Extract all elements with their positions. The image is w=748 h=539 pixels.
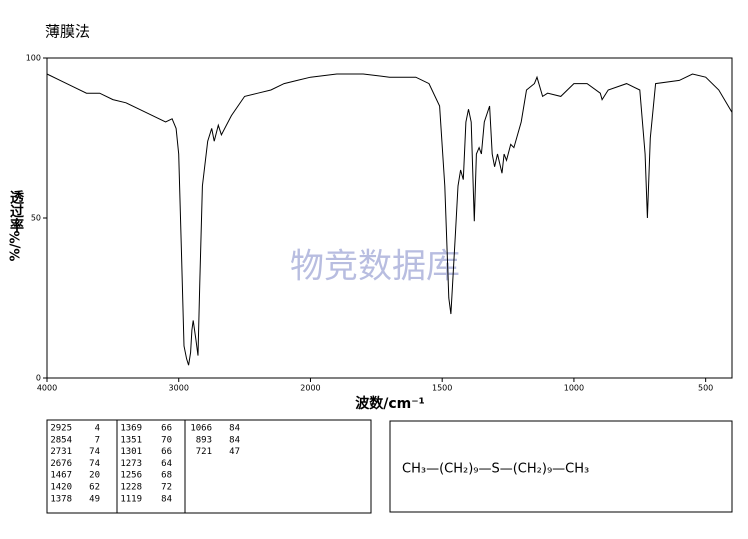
peak-cell: 893: [196, 435, 212, 445]
peak-cell: 1369: [120, 424, 142, 434]
peak-cell: 64: [161, 459, 172, 469]
peak-cell: 74: [89, 459, 100, 469]
peak-table: [46, 419, 372, 514]
peak-cell: 1420: [50, 483, 72, 493]
peak-cell: 70: [161, 435, 172, 445]
formula-box: [389, 420, 733, 513]
peak-cell: 84: [229, 424, 240, 434]
peak-cell: 2925: [50, 424, 72, 434]
peak-cell: 2854: [50, 435, 72, 445]
peak-cell: 62: [89, 483, 100, 493]
peak-cell: 1378: [50, 494, 72, 504]
peak-cell: 1351: [120, 435, 142, 445]
x-axis-label: 波数/cm⁻¹: [355, 395, 425, 412]
peak-cell: 68: [161, 471, 172, 481]
peak-cell: 1301: [120, 447, 142, 457]
peak-cell: 2731: [50, 447, 72, 457]
peak-cell: 7: [95, 435, 100, 445]
peak-cell: 84: [161, 494, 172, 504]
peak-cell: 20: [89, 471, 100, 481]
y-tick-label: 0: [36, 374, 41, 383]
x-tick-label: 4000: [37, 384, 57, 393]
y-tick-label: 100: [26, 54, 41, 63]
watermark: 物竞数据库: [290, 247, 460, 287]
peak-cell: 2676: [50, 459, 72, 469]
y-axis-label: 透过率: [8, 190, 24, 233]
x-tick-label: 2000: [300, 384, 320, 393]
y-axis-label: %/%: [9, 231, 24, 262]
peak-cell: 1273: [120, 459, 142, 469]
peak-cell: 47: [229, 447, 240, 457]
peak-cell: 66: [161, 424, 172, 434]
peak-cell: 1119: [120, 494, 142, 504]
peak-cell: 4: [95, 424, 100, 434]
x-tick-label: 1500: [432, 384, 452, 393]
peak-cell: 66: [161, 447, 172, 457]
peak-cell: 72: [161, 483, 172, 493]
x-tick-label: 1000: [564, 384, 584, 393]
peak-cell: 1256: [120, 471, 142, 481]
x-tick-label: 500: [698, 384, 713, 393]
x-tick-label: 3000: [169, 384, 189, 393]
peak-cell: 721: [196, 447, 212, 457]
peak-cell: 1467: [50, 471, 72, 481]
peak-cell: 74: [89, 447, 100, 457]
y-tick-label: 50: [31, 214, 41, 223]
formula: CH₃—(CH₂)₉—S—(CH₂)₉—CH₃: [402, 462, 589, 477]
peak-cell: 1228: [120, 483, 142, 493]
chart-title: 薄膜法: [45, 23, 90, 41]
plot-frame: [46, 57, 733, 379]
peak-cell: 1066: [190, 424, 212, 434]
peak-cell: 84: [229, 435, 240, 445]
spectrum-line: [46, 73, 733, 366]
peak-cell: 49: [89, 494, 100, 504]
